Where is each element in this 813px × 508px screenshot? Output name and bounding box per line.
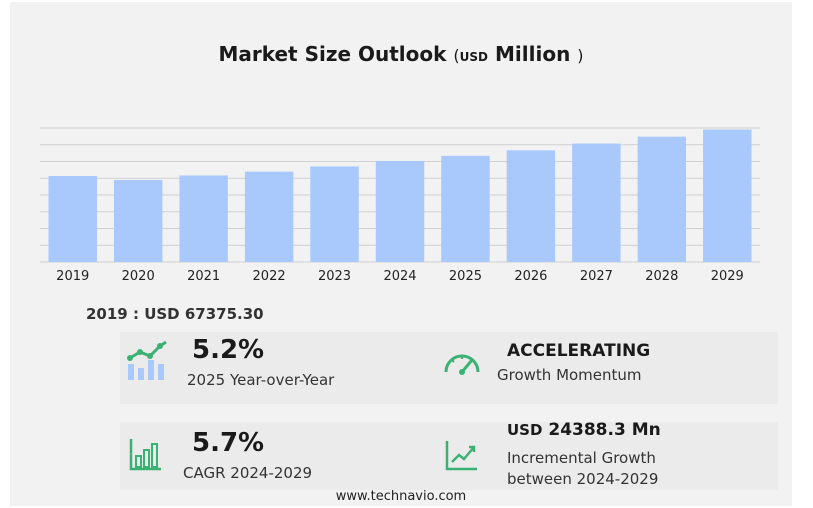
incremental-currency: USD xyxy=(507,421,543,439)
bar-2026 xyxy=(506,150,556,262)
speedometer-icon xyxy=(442,346,482,380)
base-year-value: 2019 : USD 67375.30 xyxy=(86,305,264,323)
x-tick-label: 2022 xyxy=(253,269,286,284)
kpi-row-2 xyxy=(120,422,778,490)
x-tick-label: 2021 xyxy=(187,269,220,284)
title-unit-currency: USD xyxy=(459,50,489,64)
x-tick-label: 2028 xyxy=(645,269,678,284)
chart-card: 2019 2020 2021 2022 2023 2024 2025 2026 2027 2028… xyxy=(10,2,792,506)
bar-2028 xyxy=(637,136,687,262)
kpi-row-1 xyxy=(120,332,778,404)
yoy-value: 5.2% xyxy=(192,335,265,365)
incremental-amount: 24388.3 Mn xyxy=(548,420,661,440)
bar-2027 xyxy=(572,143,621,262)
incremental-label-1: Incremental Growth xyxy=(507,449,656,467)
bar-2023 xyxy=(310,166,359,262)
bar-2020 xyxy=(113,179,163,262)
bar-2024 xyxy=(375,160,425,262)
x-tick-label: 2023 xyxy=(318,269,351,284)
x-tick-label: 2025 xyxy=(449,269,482,284)
x-tick-label: 2029 xyxy=(711,269,744,284)
x-tick-label: 2024 xyxy=(383,269,416,284)
bar-2021 xyxy=(179,175,228,262)
incremental-value: USD 24388.3 Mn xyxy=(507,420,661,440)
x-tick-label: 2027 xyxy=(580,269,613,284)
chart-title: Market Size Outlook (USD Million ) xyxy=(10,42,792,66)
x-tick-label: 2019 xyxy=(56,269,89,284)
trend-line-icon xyxy=(444,438,480,476)
cagr-label: CAGR 2024-2029 xyxy=(183,464,313,482)
momentum-label: Growth Momentum xyxy=(497,366,642,384)
bar-chart-icon xyxy=(128,436,164,476)
bar-2022 xyxy=(244,171,294,262)
title-unit-word: Million xyxy=(495,42,571,66)
bar-2019 xyxy=(48,176,97,262)
title-paren-close: ) xyxy=(577,46,584,65)
cagr-value: 5.7% xyxy=(192,428,265,458)
chart-title-text: Market Size Outlook xyxy=(218,42,447,66)
footer-url: www.technavio.com xyxy=(335,489,467,504)
momentum-value: ACCELERATING xyxy=(507,341,651,361)
bar-chart: 2019 2020 2021 2022 2023 2024 2025 2026 2027 2028… xyxy=(40,127,760,284)
bar-2029 xyxy=(703,129,752,262)
x-tick-label: 2020 xyxy=(122,269,155,284)
title-paren-open: ( xyxy=(453,46,460,65)
growth-chart-icon xyxy=(124,338,170,388)
bar-2025 xyxy=(441,155,490,262)
yoy-label: 2025 Year-over-Year xyxy=(187,371,335,389)
incremental-label-2: between 2024-2029 xyxy=(507,470,659,488)
x-tick-label: 2026 xyxy=(514,269,547,284)
